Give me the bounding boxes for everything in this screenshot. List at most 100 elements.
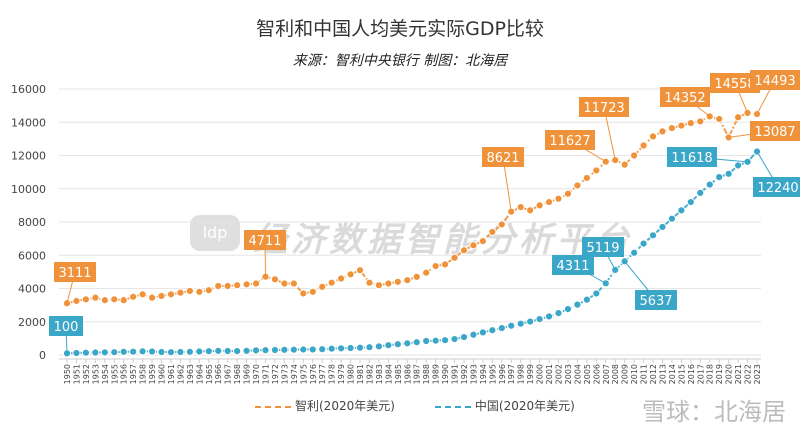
data-point: [441, 261, 448, 268]
x-tick-label: 1958: [139, 364, 148, 384]
data-point: [536, 315, 543, 322]
x-tick-label: 1951: [72, 364, 81, 384]
x-tick-label: 1998: [517, 364, 526, 384]
data-label: 5119: [586, 241, 619, 256]
data-point: [309, 288, 316, 295]
data-point: [564, 190, 571, 197]
data-point: [451, 335, 458, 342]
data-point: [82, 296, 89, 303]
data-point: [262, 347, 269, 354]
x-tick-label: 1991: [451, 364, 460, 384]
data-point: [583, 174, 590, 181]
data-point: [716, 174, 723, 181]
x-tick-label: 1967: [224, 364, 233, 384]
x-tick-label: 1976: [309, 364, 318, 384]
data-point: [328, 345, 335, 352]
x-tick-label: 2020: [725, 364, 734, 384]
data-point: [234, 282, 241, 289]
x-tick-label: 1987: [413, 364, 422, 384]
data-label: 11627: [549, 134, 590, 149]
x-tick-label: 1952: [82, 364, 91, 384]
xueqiu-source-mark: 雪球：北海居: [642, 392, 786, 427]
data-point: [309, 346, 316, 353]
data-point: [687, 119, 694, 126]
data-label: 11723: [583, 101, 624, 116]
x-tick-label: 1966: [214, 364, 223, 384]
x-tick-label: 2002: [555, 364, 564, 384]
data-label: 4711: [248, 234, 281, 249]
x-tick-label: 1975: [299, 364, 308, 384]
data-label: 100: [54, 320, 79, 335]
data-point: [404, 277, 411, 284]
data-point: [271, 276, 278, 283]
data-point: [716, 115, 723, 122]
data-point: [167, 349, 174, 356]
x-tick-label: 1994: [479, 364, 488, 384]
data-point: [356, 267, 363, 274]
legend-item-chile[interactable]: 智利(2020年美元): [255, 397, 395, 414]
data-point: [498, 324, 505, 331]
x-tick-label: 2019: [715, 364, 724, 384]
data-point: [120, 348, 127, 355]
x-tick-label: 2015: [677, 364, 686, 384]
y-tick-label: 16000: [11, 83, 46, 96]
data-point: [423, 269, 430, 276]
data-point: [734, 114, 741, 121]
data-point: [621, 161, 628, 168]
data-point: [120, 297, 127, 304]
data-point: [101, 297, 108, 304]
data-point: [328, 279, 335, 286]
data-point: [243, 281, 250, 288]
x-tick-label: 2009: [621, 364, 630, 384]
x-tick-label: 1965: [205, 364, 214, 384]
data-point: [319, 346, 326, 353]
x-tick-label: 1988: [422, 364, 431, 384]
y-tick-label: 6000: [18, 249, 46, 262]
data-point: [668, 215, 675, 222]
data-point: [385, 342, 392, 349]
x-tick-label: 2018: [706, 364, 715, 384]
data-label: 14352: [664, 91, 705, 106]
x-tick-label: 2000: [536, 364, 545, 384]
x-tick-label: 1950: [63, 364, 72, 384]
x-tick-label: 1981: [356, 364, 365, 384]
x-tick-label: 2017: [696, 364, 705, 384]
data-label: 5637: [639, 294, 672, 309]
data-point: [205, 287, 212, 294]
x-tick-label: 1955: [110, 364, 119, 384]
data-point: [555, 310, 562, 317]
data-point: [92, 349, 99, 356]
data-point: [215, 282, 222, 289]
data-point: [205, 348, 212, 355]
data-point: [725, 170, 732, 177]
x-tick-label: 1957: [129, 364, 138, 384]
data-point: [489, 327, 496, 334]
data-point: [631, 152, 638, 159]
data-point: [470, 242, 477, 249]
x-tick-label: 1962: [176, 364, 185, 384]
x-tick-label: 2007: [602, 364, 611, 384]
x-tick-label: 1964: [195, 364, 204, 384]
x-tick-label: 1984: [384, 364, 393, 384]
data-point: [290, 280, 297, 287]
x-tick-label: 2011: [640, 364, 649, 384]
data-point: [111, 296, 118, 303]
data-point: [527, 207, 534, 214]
y-tick-label: 12000: [11, 150, 46, 163]
data-point: [394, 341, 401, 348]
legend-item-china[interactable]: 中国(2020年美元): [435, 397, 575, 414]
x-tick-label: 1971: [261, 364, 270, 384]
data-point: [697, 118, 704, 125]
data-point: [583, 296, 590, 303]
x-tick-label: 1960: [158, 364, 167, 384]
x-tick-label: 1973: [280, 364, 289, 384]
data-point: [319, 283, 326, 290]
x-tick-label: 1992: [460, 364, 469, 384]
data-point: [555, 195, 562, 202]
data-label: 14558: [714, 77, 755, 92]
data-point: [148, 348, 155, 355]
data-point: [574, 301, 581, 308]
data-point: [593, 290, 600, 297]
data-point: [432, 337, 439, 344]
